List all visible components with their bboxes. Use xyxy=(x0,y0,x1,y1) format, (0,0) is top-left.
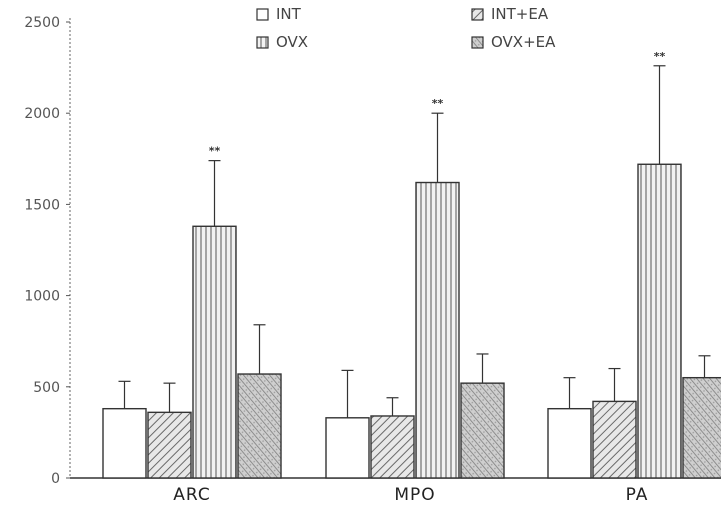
x-category-label: ARC xyxy=(173,485,210,505)
bar-ovx xyxy=(637,163,682,479)
bar-int xyxy=(325,417,370,479)
legend-label-int-ea: INT+EA xyxy=(491,5,549,23)
bar-ovx xyxy=(415,181,460,479)
y-tick-label: 2000 xyxy=(24,106,60,122)
legend-label-ovx-ea: OVX+EA xyxy=(491,33,556,51)
legend-swatch-int xyxy=(256,8,269,21)
legend-label-ovx: OVX xyxy=(276,33,308,51)
significance-marker: ** xyxy=(432,97,444,110)
bar-ovx-ea xyxy=(460,382,505,479)
y-tick-label: 1000 xyxy=(24,289,60,305)
legend-swatch-ovx-ea xyxy=(471,36,484,49)
bar-int-ea xyxy=(147,411,192,479)
x-category-label: PA xyxy=(626,485,649,505)
bar-ovx-ea xyxy=(682,376,721,479)
bar-int-ea xyxy=(592,400,637,479)
legend-swatch-int-ea xyxy=(471,8,484,21)
significance-marker: ** xyxy=(654,50,666,63)
bar-ovx xyxy=(192,225,237,479)
bar-int xyxy=(102,407,147,479)
bar-ovx-ea xyxy=(237,373,282,479)
y-tick-label: 0 xyxy=(51,471,60,487)
y-tick-label: 2500 xyxy=(24,15,60,31)
legend-swatch-ovx xyxy=(256,36,269,49)
legend: INT INT+EA OVX OVX+EA xyxy=(256,5,556,51)
significance-marker: ** xyxy=(209,145,221,158)
y-tick-label: 500 xyxy=(33,380,60,396)
y-tick-label: 1500 xyxy=(24,197,60,213)
bars-layer: ** ** ** xyxy=(102,50,721,479)
legend-label-int: INT xyxy=(276,5,302,23)
x-category-label: MPO xyxy=(394,485,435,505)
bar-int-ea xyxy=(370,415,415,479)
bar-int xyxy=(547,407,592,479)
